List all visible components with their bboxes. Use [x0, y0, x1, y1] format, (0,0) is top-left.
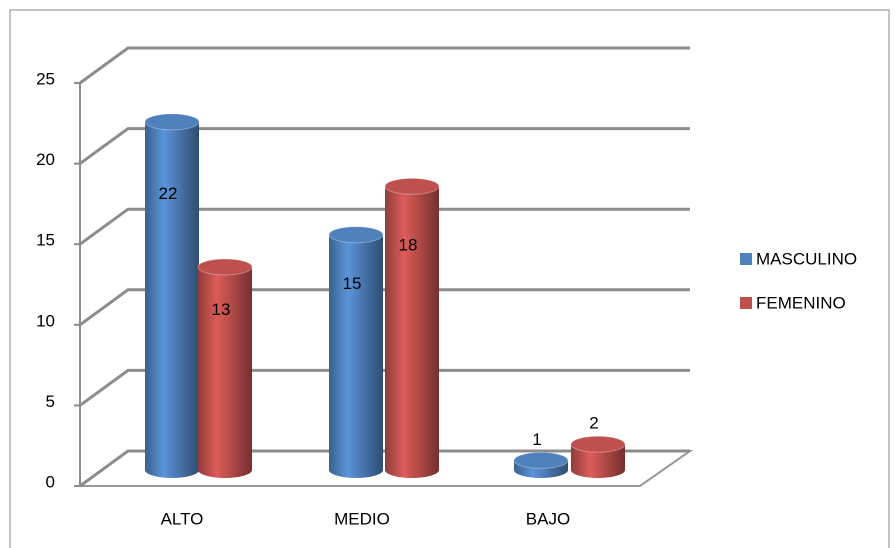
grid-line: [79, 127, 690, 165]
data-label: 1: [532, 430, 541, 449]
bar-top: [513, 451, 569, 469]
bar-body: [329, 234, 383, 478]
bar-top: [197, 258, 253, 276]
grid-line: [79, 207, 690, 246]
x-tick-label: MEDIO: [334, 509, 390, 528]
bar-body: [571, 444, 625, 478]
y-tick-label: 25: [36, 69, 55, 88]
data-label: 22: [159, 184, 178, 203]
bar-top: [384, 177, 440, 195]
bar: [328, 226, 384, 478]
data-label: 13: [212, 300, 231, 319]
bar: [197, 258, 253, 478]
bar-body: [145, 121, 199, 479]
grid-line: [79, 449, 690, 488]
bar: [384, 177, 440, 478]
bar-body: [198, 266, 252, 478]
bar-top: [328, 226, 384, 244]
grid-line: [79, 288, 690, 327]
y-tick-label: 20: [36, 150, 55, 169]
y-tick-label: 15: [36, 231, 55, 250]
bar: [570, 435, 626, 478]
data-label: 2: [589, 414, 598, 433]
chart-frame: [9, 9, 890, 548]
legend-label: MASCULINO: [756, 249, 857, 268]
bar-top: [570, 435, 626, 453]
bar-top: [144, 113, 200, 131]
bar: [513, 451, 569, 478]
legend-swatch: [740, 253, 752, 265]
legend-label: FEMENINO: [756, 293, 846, 312]
y-tick-label: 5: [46, 392, 55, 411]
legend-swatch: [740, 297, 752, 309]
y-tick-label: 0: [46, 472, 55, 491]
x-tick-label: BAJO: [526, 509, 570, 528]
grid-line: [79, 46, 690, 85]
bar-body: [385, 186, 439, 478]
x-tick-label: ALTO: [161, 509, 204, 528]
data-label: 15: [343, 274, 362, 293]
grid-line: [79, 368, 690, 407]
bar: [144, 113, 200, 479]
y-tick-label: 10: [36, 311, 55, 330]
data-label: 18: [399, 236, 418, 255]
